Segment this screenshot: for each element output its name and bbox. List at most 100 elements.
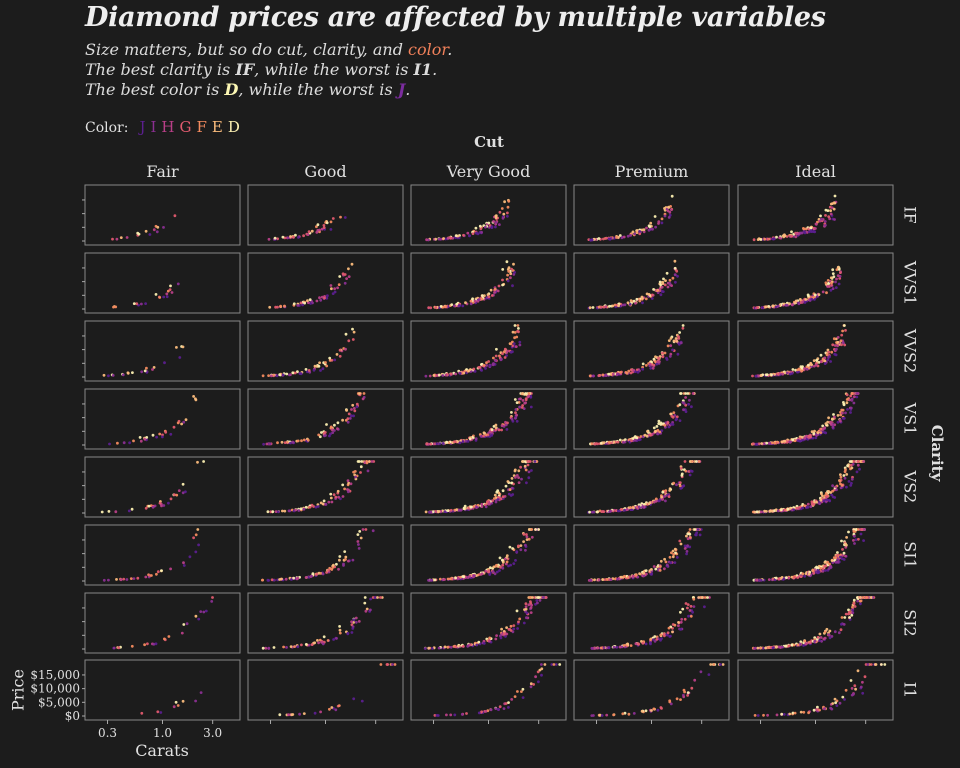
point	[828, 499, 832, 503]
point	[812, 359, 816, 362]
point	[652, 288, 655, 291]
point	[845, 401, 849, 405]
point	[461, 644, 465, 648]
point	[516, 627, 519, 630]
point	[276, 237, 279, 241]
scatter-points	[427, 260, 516, 310]
point	[425, 238, 428, 242]
point	[642, 571, 646, 575]
point	[303, 301, 306, 305]
point	[836, 344, 839, 348]
point	[855, 470, 859, 474]
point	[678, 419, 682, 422]
point	[663, 423, 667, 427]
point	[500, 428, 503, 432]
point	[181, 345, 185, 349]
point	[691, 392, 695, 395]
point	[847, 610, 851, 614]
point	[473, 574, 476, 578]
point	[461, 440, 465, 444]
point	[841, 554, 845, 557]
point	[325, 423, 328, 426]
point	[494, 359, 497, 362]
point	[505, 260, 509, 264]
point	[826, 494, 829, 498]
panel-very-good-vs2	[410, 456, 567, 518]
point	[296, 645, 300, 649]
point	[790, 643, 794, 647]
point	[829, 423, 833, 426]
point	[798, 642, 802, 646]
point	[506, 211, 509, 215]
point	[507, 701, 510, 704]
point	[824, 422, 828, 425]
point	[483, 294, 486, 298]
point	[589, 238, 593, 242]
point	[590, 442, 594, 446]
scatter-points	[751, 324, 847, 378]
scatter-points	[262, 392, 366, 446]
point	[690, 470, 694, 473]
point	[663, 557, 666, 561]
point	[695, 531, 699, 535]
point	[466, 440, 470, 443]
panel-ideal-if	[737, 184, 894, 246]
point	[112, 305, 115, 309]
point	[654, 499, 658, 503]
point	[751, 374, 754, 378]
point	[850, 613, 854, 617]
point	[802, 230, 806, 233]
point	[845, 398, 849, 401]
point	[818, 632, 822, 636]
point	[671, 555, 675, 559]
point	[119, 236, 123, 240]
point	[782, 577, 786, 580]
point	[652, 357, 656, 361]
point	[677, 342, 681, 346]
subtitle-1c: .	[447, 40, 453, 59]
point	[850, 477, 854, 481]
point	[493, 291, 496, 294]
point	[374, 596, 377, 599]
point	[655, 638, 659, 641]
point	[513, 336, 516, 340]
point	[521, 404, 524, 407]
point	[329, 496, 333, 500]
point	[537, 596, 541, 599]
point	[649, 641, 652, 645]
point	[755, 510, 759, 514]
point	[654, 225, 657, 229]
point	[677, 337, 681, 340]
point	[164, 430, 168, 434]
point	[819, 498, 823, 502]
point	[369, 597, 372, 601]
point	[861, 691, 865, 695]
point	[527, 394, 531, 398]
point	[844, 329, 847, 332]
point	[761, 306, 764, 309]
point	[132, 439, 135, 443]
point	[781, 372, 785, 376]
point	[550, 663, 554, 666]
point	[829, 706, 833, 710]
point	[482, 642, 486, 645]
point	[508, 545, 512, 549]
point	[679, 392, 683, 395]
point	[351, 327, 354, 331]
point	[544, 596, 548, 599]
point	[319, 369, 322, 372]
point	[333, 429, 336, 432]
subtitle-3a: The best color is	[85, 80, 225, 99]
point	[349, 482, 353, 486]
point	[664, 499, 667, 503]
point	[617, 304, 620, 308]
point	[514, 476, 517, 479]
point	[519, 544, 523, 547]
point	[788, 644, 791, 648]
point	[830, 559, 834, 562]
point	[456, 576, 460, 580]
point	[777, 577, 781, 581]
point	[771, 441, 774, 445]
point	[501, 216, 505, 220]
point	[819, 214, 822, 218]
